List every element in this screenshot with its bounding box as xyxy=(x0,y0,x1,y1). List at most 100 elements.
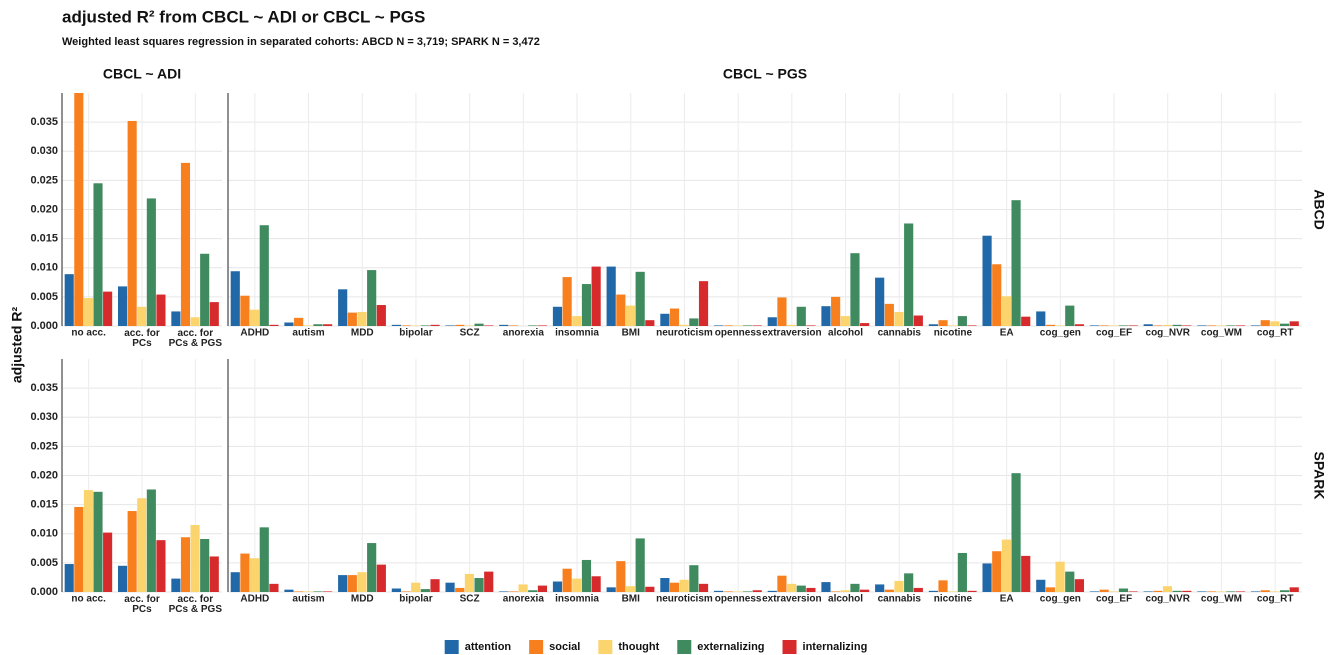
bar xyxy=(376,305,386,326)
bar xyxy=(528,325,538,326)
bar xyxy=(752,325,762,326)
bar xyxy=(1089,591,1100,592)
bar xyxy=(875,277,885,326)
bar xyxy=(689,565,699,592)
bar xyxy=(74,506,84,592)
y-tick-label: 0.025 xyxy=(30,440,58,452)
bar xyxy=(616,561,626,592)
bar xyxy=(1260,590,1270,592)
bar xyxy=(806,587,816,592)
bar xyxy=(209,556,219,592)
x-tick-label: bipolar xyxy=(399,594,432,605)
bar xyxy=(200,538,210,592)
legend-item: thought xyxy=(598,640,660,654)
bar xyxy=(982,235,992,326)
bar xyxy=(284,589,294,592)
bar xyxy=(660,578,670,592)
bar xyxy=(884,589,894,592)
x-tick-label: cog_WM xyxy=(1201,328,1242,339)
bar xyxy=(787,583,797,592)
x-tick-label: anorexia xyxy=(503,594,545,605)
bar xyxy=(948,591,958,592)
bar xyxy=(1235,325,1246,326)
bar xyxy=(982,563,992,592)
bar xyxy=(821,306,831,326)
bar xyxy=(679,324,689,326)
bar xyxy=(562,568,572,592)
x-tick-label: ADHD xyxy=(240,328,269,339)
bar xyxy=(831,591,841,592)
bar xyxy=(938,320,948,326)
bar xyxy=(698,583,709,592)
bar xyxy=(367,270,377,326)
x-tick-label: cog_gen xyxy=(1040,328,1081,339)
x-tick-label: neuroticism xyxy=(656,594,713,605)
legend-swatch xyxy=(529,640,544,654)
bar xyxy=(445,582,455,592)
bar xyxy=(777,575,787,592)
bar xyxy=(484,571,494,592)
bar xyxy=(508,591,519,592)
bar xyxy=(860,589,870,592)
bar xyxy=(420,589,430,592)
legend-item: externalizing xyxy=(677,640,765,654)
bar xyxy=(1036,579,1046,592)
x-tick-label: bipolar xyxy=(399,328,432,339)
bar xyxy=(240,295,250,326)
bar xyxy=(992,551,1002,592)
x-tick-label: autism xyxy=(292,328,324,339)
bar xyxy=(1065,305,1075,326)
bar xyxy=(1250,325,1261,326)
bar xyxy=(93,183,103,326)
x-tick-label: nicotine xyxy=(934,594,973,605)
y-axis-label: adjusted R² xyxy=(9,307,25,384)
bar xyxy=(777,297,787,326)
bar xyxy=(1153,590,1163,592)
x-tick-label: no acc. xyxy=(71,594,106,605)
bar xyxy=(391,324,401,326)
bar xyxy=(146,198,156,326)
bar xyxy=(581,284,592,326)
bar xyxy=(1235,591,1246,592)
legend-label: internalizing xyxy=(803,641,868,653)
bar xyxy=(180,162,191,326)
bar xyxy=(367,543,377,592)
bar xyxy=(1055,325,1065,326)
y-tick-label: 0.015 xyxy=(30,233,58,245)
bar xyxy=(420,325,430,326)
x-tick-label: BMI xyxy=(622,594,641,605)
x-tick-label: extraversion xyxy=(762,594,821,605)
bar xyxy=(821,582,831,592)
legend-label: thought xyxy=(618,641,659,653)
y-tick-label: 0.010 xyxy=(30,262,58,274)
bar xyxy=(1045,324,1056,326)
x-tick-label: neuroticism xyxy=(656,328,713,339)
bar xyxy=(1118,588,1129,592)
bar xyxy=(209,302,219,326)
bar xyxy=(1226,325,1236,326)
bar xyxy=(93,491,103,592)
bar xyxy=(894,312,904,326)
bar xyxy=(635,271,645,326)
x-tick-label: acc. for PCs & PGS xyxy=(169,328,223,349)
bar xyxy=(1128,325,1138,326)
bar xyxy=(1153,325,1163,326)
bar xyxy=(1250,591,1261,592)
bar xyxy=(635,538,645,592)
bar xyxy=(1172,590,1182,592)
bar xyxy=(860,323,870,326)
bar xyxy=(850,583,860,592)
x-tick-label: cannabis xyxy=(878,328,922,339)
x-tick-label: no acc. xyxy=(71,328,106,339)
bar xyxy=(796,306,806,326)
bar xyxy=(127,511,137,592)
bar xyxy=(127,120,137,327)
bar xyxy=(645,586,655,592)
bar xyxy=(200,253,210,326)
bar xyxy=(1172,324,1182,326)
bar xyxy=(904,223,914,326)
y-tick-label: 0.035 xyxy=(30,382,58,394)
bar xyxy=(904,573,914,592)
bar xyxy=(250,558,260,592)
bar xyxy=(537,325,548,326)
